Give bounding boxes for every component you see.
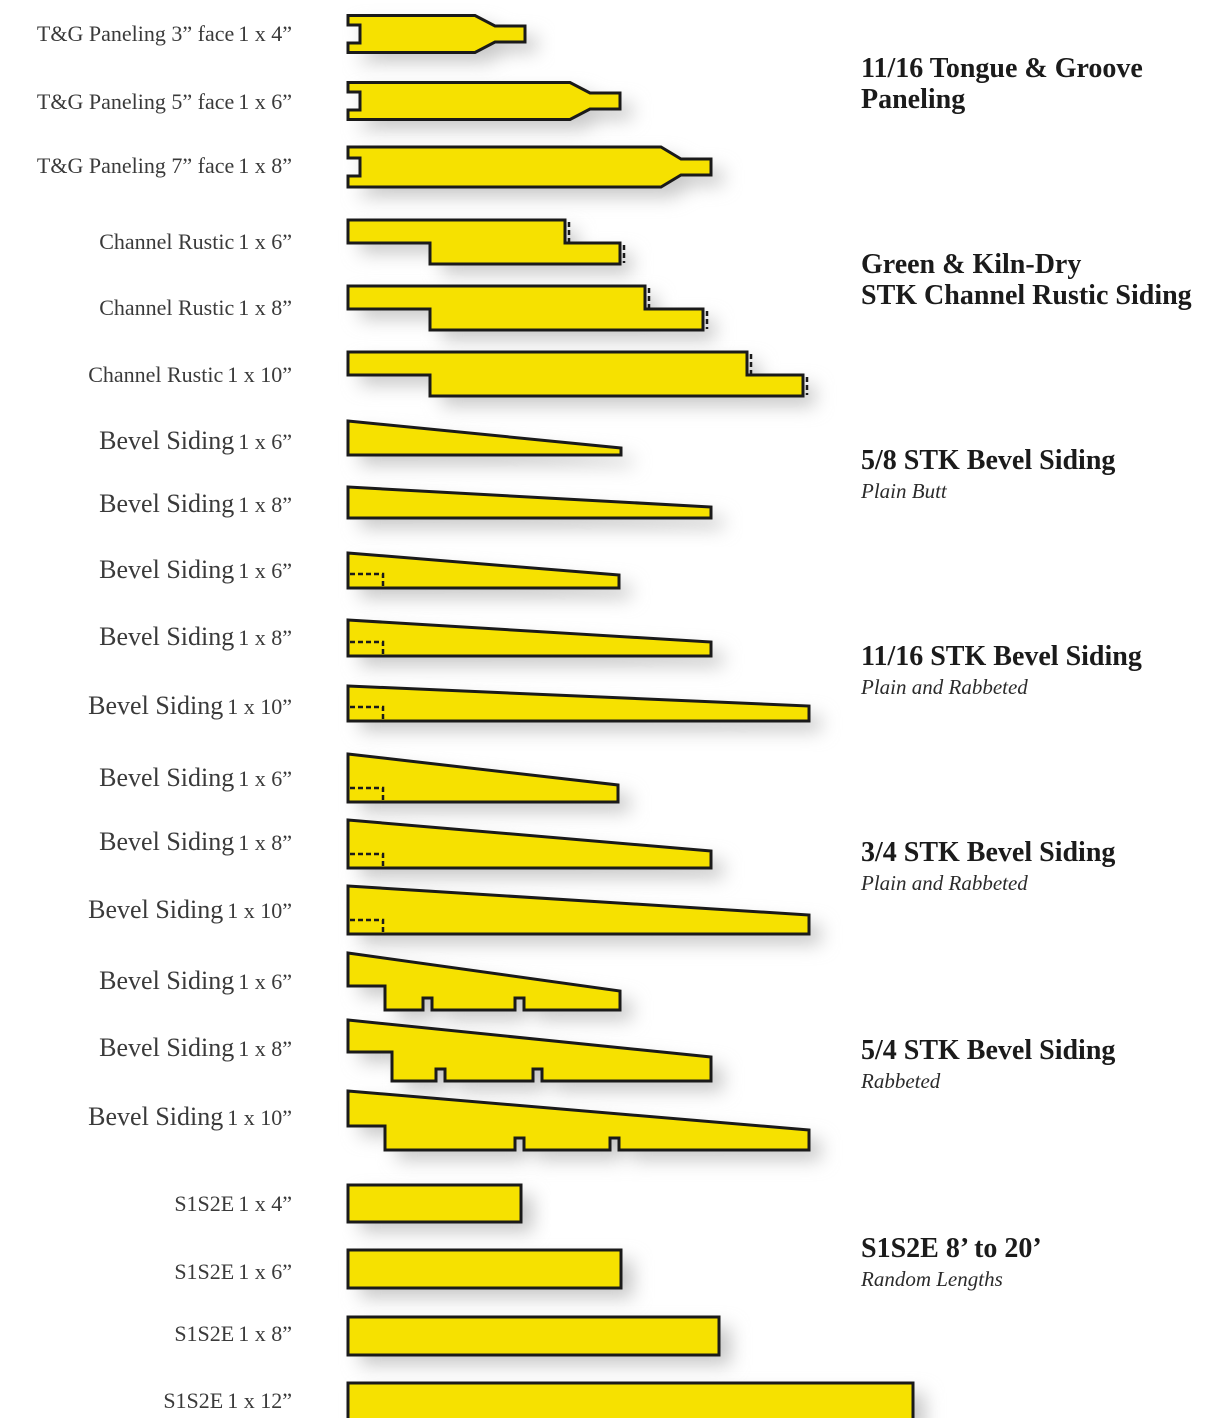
group-title: 5/8 STK Bevel Siding bbox=[861, 445, 1116, 476]
group-heading-bevel-58: 5/8 STK Bevel Siding Plain Butt bbox=[861, 445, 1211, 504]
group-subtitle: Random Lengths bbox=[861, 1267, 1003, 1291]
row-label-s1s2e-1x12: S1S2E 1 x 12” bbox=[163, 1388, 292, 1413]
row-label-channel-1x10: Channel Rustic 1 x 10” bbox=[88, 362, 292, 387]
bevel-1116-board-3-rabbet bbox=[350, 705, 385, 720]
group-title: 5/4 STK Bevel Siding bbox=[861, 1035, 1116, 1066]
row-label-tg-1x6: T&G Paneling 5” face 1 x 6” bbox=[36, 89, 292, 114]
bevel-54-board-1 bbox=[346, 951, 622, 1012]
row-label-bevel34-1x8: Bevel Siding 1 x 8” bbox=[99, 827, 292, 856]
row-label-bevel54-1x10: Bevel Siding 1 x 10” bbox=[88, 1102, 292, 1131]
s1s2e-board-1 bbox=[346, 1183, 523, 1224]
group-title: 11/16 Tongue & Groove Paneling bbox=[861, 53, 1143, 115]
bevel-58-board-1 bbox=[346, 419, 623, 457]
row-label-s1s2e-1x4: S1S2E 1 x 4” bbox=[174, 1191, 292, 1216]
group-subtitle: Rabbeted bbox=[861, 1069, 941, 1093]
bevel-54-board-2 bbox=[346, 1018, 713, 1083]
bevel-54-board-3 bbox=[346, 1089, 811, 1152]
group-heading-s1s2e: S1S2E 8’ to 20’ Random Lengths bbox=[861, 1233, 1211, 1292]
row-label-s1s2e-1x8: S1S2E 1 x 8” bbox=[174, 1321, 292, 1346]
row-label-bevel1116-1x8: Bevel Siding 1 x 8” bbox=[99, 622, 292, 651]
row-label-bevel58-1x6: Bevel Siding 1 x 6” bbox=[99, 426, 292, 455]
bevel-34-board-1 bbox=[346, 752, 620, 804]
group-heading-bevel-34: 3/4 STK Bevel Siding Plain and Rabbeted bbox=[861, 837, 1211, 896]
row-label-bevel34-1x6: Bevel Siding 1 x 6” bbox=[99, 763, 292, 792]
group-title: Green & Kiln-Dry STK Channel Rustic Sidi… bbox=[861, 249, 1192, 311]
channel-rustic-board-1 bbox=[346, 218, 622, 266]
row-label-bevel1116-1x10: Bevel Siding 1 x 10” bbox=[88, 691, 292, 720]
group-subtitle: Plain and Rabbeted bbox=[861, 871, 1028, 895]
bevel-1116-board-3 bbox=[346, 684, 811, 723]
channel-rustic-board-3 bbox=[346, 350, 805, 398]
row-label-channel-1x8: Channel Rustic 1 x 8” bbox=[99, 295, 292, 320]
row-label-bevel34-1x10: Bevel Siding 1 x 10” bbox=[88, 895, 292, 924]
group-heading-bevel-54: 5/4 STK Bevel Siding Rabbeted bbox=[861, 1035, 1211, 1094]
s1s2e-board-4 bbox=[346, 1381, 915, 1418]
group-heading-bevel-1116: 11/16 STK Bevel Siding Plain and Rabbete… bbox=[861, 641, 1211, 700]
bevel-34-board-1-rabbet bbox=[350, 786, 385, 801]
bevel-1116-board-2-rabbet bbox=[350, 640, 385, 655]
bevel-1116-board-1 bbox=[346, 551, 621, 590]
bevel-34-board-3 bbox=[346, 884, 811, 936]
bevel-34-board-3-rabbet bbox=[350, 918, 385, 933]
row-label-channel-1x6: Channel Rustic 1 x 6” bbox=[99, 229, 292, 254]
row-label-bevel58-1x8: Bevel Siding 1 x 8” bbox=[99, 489, 292, 518]
bevel-34-board-2 bbox=[346, 818, 713, 870]
row-label-bevel54-1x6: Bevel Siding 1 x 6” bbox=[99, 966, 292, 995]
group-title: 3/4 STK Bevel Siding bbox=[861, 837, 1116, 868]
row-label-tg-1x4: T&G Paneling 3” face 1 x 4” bbox=[36, 21, 292, 46]
bevel-1116-board-2 bbox=[346, 618, 713, 658]
group-heading-tongue-groove: 11/16 Tongue & Groove Paneling bbox=[861, 53, 1211, 115]
group-subtitle: Plain and Rabbeted bbox=[861, 675, 1028, 699]
row-label-s1s2e-1x6: S1S2E 1 x 6” bbox=[174, 1259, 292, 1284]
tg-board-2 bbox=[346, 81, 622, 121]
group-heading-channel-rustic: Green & Kiln-Dry STK Channel Rustic Sidi… bbox=[861, 249, 1211, 311]
bevel-34-board-2-rabbet bbox=[350, 852, 385, 867]
row-label-bevel1116-1x6: Bevel Siding 1 x 6” bbox=[99, 555, 292, 584]
s1s2e-board-3 bbox=[346, 1315, 721, 1357]
row-label-tg-1x8: T&G Paneling 7” face 1 x 8” bbox=[36, 153, 292, 178]
row-label-bevel54-1x8: Bevel Siding 1 x 8” bbox=[99, 1033, 292, 1062]
bevel-1116-board-1-rabbet bbox=[350, 572, 385, 587]
group-title: S1S2E 8’ to 20’ bbox=[861, 1233, 1042, 1264]
s1s2e-board-2 bbox=[346, 1248, 623, 1290]
group-subtitle: Plain Butt bbox=[861, 479, 947, 503]
tg-board-3 bbox=[346, 145, 713, 189]
group-title: 11/16 STK Bevel Siding bbox=[861, 641, 1142, 672]
bevel-58-board-2 bbox=[346, 485, 713, 520]
tg-board-1 bbox=[346, 14, 527, 54]
channel-rustic-board-2 bbox=[346, 284, 705, 332]
